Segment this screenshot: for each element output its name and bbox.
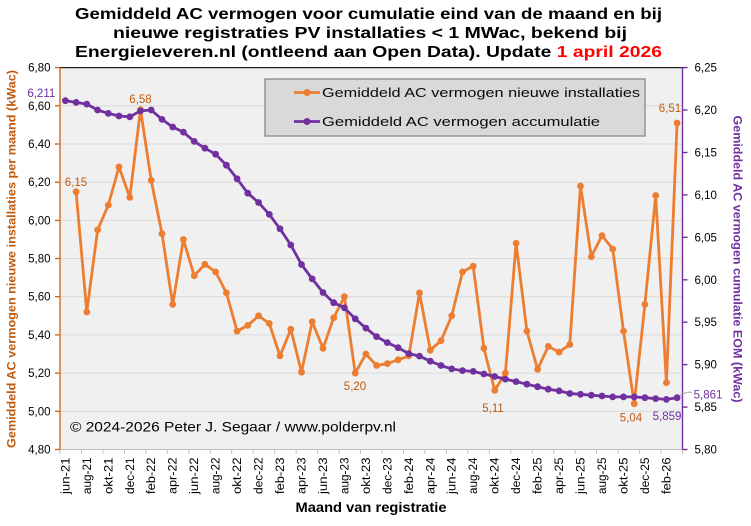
svg-text:aug-23: aug-23 [339, 458, 351, 495]
svg-text:apr-24: apr-24 [425, 457, 437, 494]
svg-text:5,40: 5,40 [28, 330, 50, 342]
svg-text:feb-23: feb-23 [275, 458, 287, 495]
svg-text:feb-22: feb-22 [146, 458, 158, 495]
svg-text:5,11: 5,11 [482, 403, 504, 415]
svg-text:Gemiddeld AC vermogen accumula: Gemiddeld AC vermogen accumulatie [322, 114, 600, 129]
svg-text:5,95: 5,95 [695, 317, 717, 329]
svg-text:jun-22: jun-22 [189, 458, 201, 496]
svg-text:6,211: 6,211 [27, 88, 55, 100]
svg-text:5,80: 5,80 [695, 445, 717, 457]
svg-text:aug-24: aug-24 [468, 457, 480, 494]
svg-text:4,80: 4,80 [28, 445, 50, 457]
svg-text:6,40: 6,40 [28, 139, 50, 151]
svg-text:okt-24: okt-24 [490, 457, 502, 494]
svg-text:5,00: 5,00 [28, 406, 50, 418]
svg-text:dec-24: dec-24 [511, 457, 523, 494]
svg-text:6,15: 6,15 [65, 177, 87, 189]
svg-text:jun-25: jun-25 [576, 458, 588, 496]
svg-text:6,20: 6,20 [695, 105, 717, 117]
svg-text:Maand van registratie: Maand van registratie [296, 500, 447, 515]
svg-text:Gemiddeld AC vermogen voor cu: Gemiddeld AC vermogen voor cumulatie ein… [75, 6, 662, 23]
svg-text:6,15: 6,15 [695, 148, 717, 160]
svg-text:apr-22: apr-22 [168, 458, 180, 495]
svg-text:jun-24: jun-24 [447, 457, 459, 495]
svg-text:apr-25: apr-25 [554, 458, 566, 495]
svg-text:feb-24: feb-24 [404, 457, 416, 494]
svg-text:dec-23: dec-23 [382, 458, 394, 495]
svg-text:aug-22: aug-22 [211, 458, 223, 495]
svg-text:5,20: 5,20 [28, 368, 50, 380]
svg-text:feb-26: feb-26 [661, 458, 673, 495]
svg-text:6,00: 6,00 [28, 215, 50, 227]
svg-text:5,20: 5,20 [344, 381, 366, 393]
svg-text:5,90: 5,90 [695, 360, 717, 372]
svg-text:dec-22: dec-22 [254, 458, 266, 495]
svg-text:jun-23: jun-23 [318, 458, 330, 496]
svg-text:6,60: 6,60 [28, 101, 50, 113]
svg-text:5,04: 5,04 [620, 413, 643, 425]
svg-text:6,80: 6,80 [28, 63, 50, 75]
svg-text:5,80: 5,80 [28, 254, 50, 266]
svg-text:nieuwe registraties PV instal: nieuwe registraties PV installaties < 1 … [113, 25, 627, 42]
svg-text:© 2024-2026 Peter J. Segaar /: © 2024-2026 Peter J. Segaar / www.polder… [70, 420, 396, 435]
svg-text:6,10: 6,10 [695, 190, 717, 202]
svg-text:6,00: 6,00 [695, 275, 717, 287]
svg-text:jun-21: jun-21 [60, 458, 72, 496]
svg-text:6,58: 6,58 [129, 94, 151, 106]
svg-text:5,861: 5,861 [694, 390, 723, 402]
svg-text:6,51: 6,51 [659, 103, 681, 115]
svg-text:aug-21: aug-21 [82, 458, 94, 495]
svg-text:5,85: 5,85 [695, 402, 717, 414]
svg-text:6,05: 6,05 [695, 232, 717, 244]
svg-text:dec-21: dec-21 [125, 458, 137, 495]
svg-text:dec-25: dec-25 [640, 458, 652, 495]
svg-text:apr-23: apr-23 [297, 458, 309, 495]
svg-text:6,20: 6,20 [28, 177, 50, 189]
svg-text:5,859: 5,859 [653, 411, 682, 423]
svg-text:aug-25: aug-25 [597, 458, 609, 495]
svg-text:okt-22: okt-22 [232, 458, 244, 495]
svg-text:okt-25: okt-25 [619, 458, 631, 495]
svg-text:feb-25: feb-25 [533, 458, 545, 495]
svg-text:Gemiddeld AC vermogen nieuwe i: Gemiddeld AC vermogen nieuwe installatie… [5, 70, 19, 448]
svg-text:6,25: 6,25 [695, 63, 717, 75]
svg-text:Gemiddeld AC vermogen nieuwe i: Gemiddeld AC vermogen nieuwe installatie… [322, 85, 641, 100]
svg-text:okt-23: okt-23 [361, 458, 373, 495]
svg-text:Gemiddeld AC vermogen cumulati: Gemiddeld AC vermogen cumulatie EOM (kWa… [731, 116, 745, 403]
svg-text:5,60: 5,60 [28, 292, 50, 304]
svg-text:Energieleveren.nl (ontleend: Energieleveren.nl (ontleend aan Open Dat… [75, 44, 662, 61]
svg-text:okt-21: okt-21 [103, 458, 115, 495]
